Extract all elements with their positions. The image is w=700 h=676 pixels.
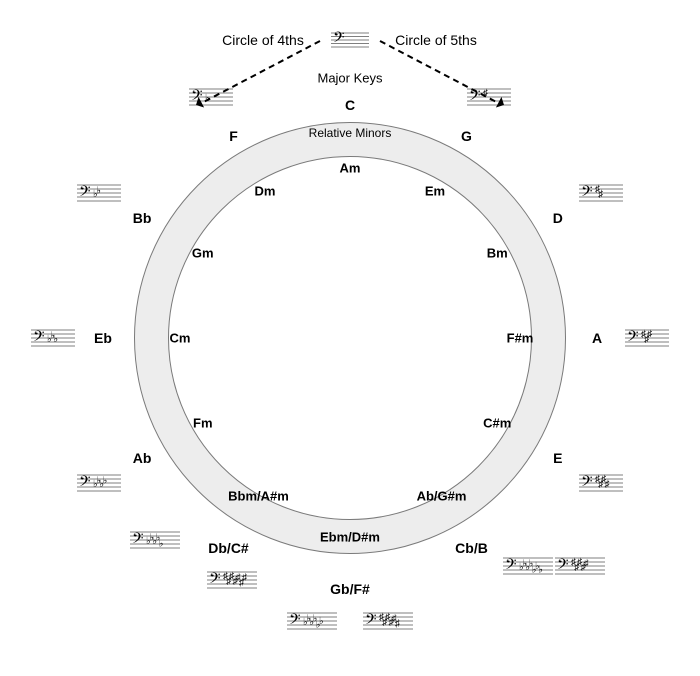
minor-key-cm: Cm bbox=[170, 331, 191, 346]
staff-cbb-flats: 𝄢♭♭♭♭♭♭♭ bbox=[503, 554, 553, 578]
major-key-f: F bbox=[229, 128, 238, 144]
svg-text:𝄢: 𝄢 bbox=[627, 328, 639, 348]
minor-key-am: Am bbox=[340, 161, 361, 176]
svg-text:𝄢: 𝄢 bbox=[333, 29, 345, 49]
circle-of-fifths-diagram: Circle of 4ths Circle of 5ths Major Keys Re… bbox=[0, 0, 700, 676]
svg-text:𝄢: 𝄢 bbox=[557, 556, 569, 576]
major-key-eb: Eb bbox=[94, 330, 112, 346]
svg-text:𝄢: 𝄢 bbox=[581, 183, 593, 203]
minor-key-dm: Dm bbox=[255, 183, 276, 198]
svg-text:𝄢: 𝄢 bbox=[469, 87, 481, 107]
svg-text:𝄢: 𝄢 bbox=[79, 473, 91, 493]
staff-g: 𝄢♯ bbox=[467, 85, 511, 109]
svg-text:♭: ♭ bbox=[538, 565, 543, 576]
major-key-bb: Bb bbox=[133, 210, 152, 226]
svg-text:♭: ♭ bbox=[102, 476, 107, 487]
minor-key-ebmdm: Ebm/D#m bbox=[320, 530, 380, 545]
staff-a: 𝄢♯♯♯ bbox=[625, 326, 669, 350]
svg-text:𝄢: 𝄢 bbox=[191, 87, 203, 107]
staff-bb: 𝄢♭♭ bbox=[77, 181, 121, 205]
major-key-a: A bbox=[592, 330, 602, 346]
major-key-cbb: Cb/B bbox=[455, 540, 488, 556]
staff-dbc-flats: 𝄢♭♭♭♭♭ bbox=[130, 528, 180, 552]
svg-text:♭: ♭ bbox=[159, 539, 164, 550]
svg-text:𝄢: 𝄢 bbox=[289, 611, 301, 631]
svg-text:♯: ♯ bbox=[647, 329, 652, 340]
svg-text:𝄢: 𝄢 bbox=[33, 328, 45, 348]
minor-key-gm: Gm bbox=[192, 246, 214, 261]
svg-text:♯: ♯ bbox=[242, 573, 247, 584]
svg-text:𝄢: 𝄢 bbox=[365, 611, 377, 631]
minor-key-bbmam: Bbm/A#m bbox=[228, 489, 289, 504]
staff-top-c: 𝄢 bbox=[331, 29, 369, 51]
staff-cbb-sharps: 𝄢♯♯♯♯♯ bbox=[555, 554, 605, 578]
staff-d: 𝄢♯♯ bbox=[579, 181, 623, 205]
major-key-c: C bbox=[345, 97, 355, 113]
svg-text:♯: ♯ bbox=[584, 559, 589, 570]
inner-ring-cutout bbox=[168, 156, 532, 520]
staff-e: 𝄢♯♯♯♯ bbox=[579, 471, 623, 495]
staff-gbf-sharps: 𝄢♯♯♯♯♯♯ bbox=[363, 609, 413, 633]
svg-text:♯: ♯ bbox=[483, 88, 488, 99]
svg-text:♯: ♯ bbox=[605, 479, 610, 490]
major-key-d: D bbox=[553, 210, 563, 226]
major-key-ab: Ab bbox=[133, 450, 152, 466]
staff-ab: 𝄢♭♭♭♭ bbox=[77, 471, 121, 495]
minor-key-bm: Bm bbox=[487, 246, 508, 261]
staff-dbc-sharps: 𝄢♯♯♯♯♯♯♯ bbox=[207, 568, 257, 592]
staff-eb: 𝄢♭♭♭ bbox=[31, 326, 75, 350]
major-key-e: E bbox=[553, 450, 562, 466]
svg-text:𝄢: 𝄢 bbox=[79, 183, 91, 203]
minor-key-fm: Fm bbox=[193, 416, 213, 431]
major-key-gbf: Gb/F# bbox=[330, 581, 370, 597]
svg-text:𝄢: 𝄢 bbox=[505, 556, 517, 576]
minor-key-cm: C#m bbox=[483, 416, 511, 431]
svg-text:♭: ♭ bbox=[96, 186, 101, 197]
staff-f: 𝄢♭ bbox=[189, 85, 233, 109]
svg-text:♭: ♭ bbox=[53, 334, 58, 345]
header-circle-4ths: Circle of 4ths bbox=[222, 32, 304, 48]
svg-text:♯: ♯ bbox=[395, 618, 400, 629]
svg-text:𝄢: 𝄢 bbox=[209, 570, 221, 590]
svg-text:♭: ♭ bbox=[319, 616, 324, 627]
svg-text:𝄢: 𝄢 bbox=[132, 530, 144, 550]
staff-gbf-flats: 𝄢♭♭♭♭♭♭ bbox=[287, 609, 337, 633]
major-key-dbc: Db/C# bbox=[208, 540, 248, 556]
major-key-g: G bbox=[461, 128, 472, 144]
svg-text:𝄢: 𝄢 bbox=[581, 473, 593, 493]
minor-key-em: Em bbox=[425, 183, 445, 198]
minor-key-abgm: Ab/G#m bbox=[417, 489, 467, 504]
header-major-keys: Major Keys bbox=[317, 71, 382, 86]
minor-key-fm: F#m bbox=[507, 331, 534, 346]
header-circle-5ths: Circle of 5ths bbox=[395, 32, 477, 48]
svg-text:♯: ♯ bbox=[598, 189, 603, 200]
header-relative-minors: Relative Minors bbox=[309, 126, 392, 140]
svg-text:♭: ♭ bbox=[205, 93, 210, 104]
